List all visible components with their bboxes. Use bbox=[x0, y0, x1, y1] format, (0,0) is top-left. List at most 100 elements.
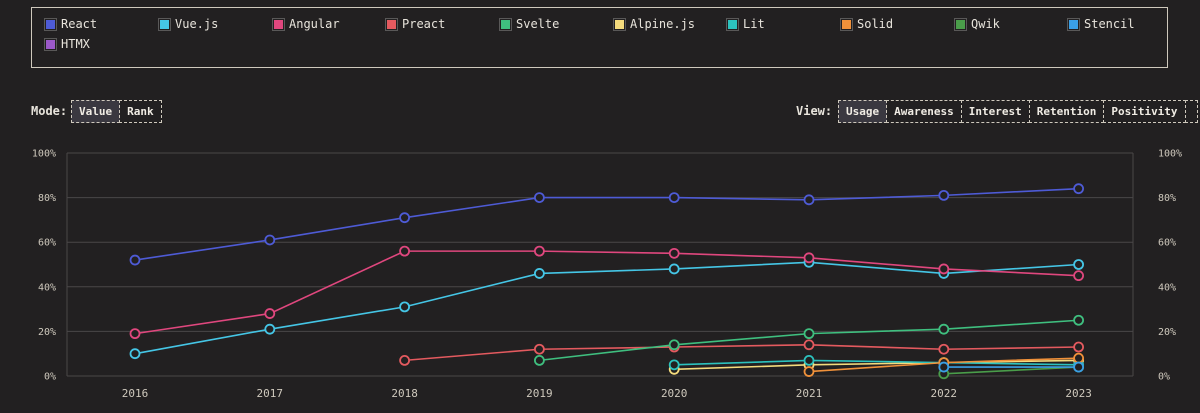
series-line-preact bbox=[404, 343, 1079, 362]
legend-swatch bbox=[385, 17, 398, 31]
data-point-preact bbox=[534, 343, 545, 355]
y-tick-label-left: 0% bbox=[44, 372, 56, 383]
data-point-svelte bbox=[803, 328, 815, 340]
data-point-angular bbox=[803, 252, 815, 264]
view-label: View: bbox=[796, 104, 833, 118]
x-tick-label: 2017 bbox=[257, 387, 284, 400]
view-toggle-group: Usage Awareness Interest Retention Posit… bbox=[838, 100, 1198, 123]
data-point-vue-js bbox=[129, 348, 141, 360]
data-point-vue-js bbox=[534, 268, 545, 279]
legend-label: HTMX bbox=[61, 37, 90, 51]
legend-label: Alpine.js bbox=[630, 17, 696, 31]
data-point-angular bbox=[1073, 270, 1084, 282]
data-point-stencil bbox=[938, 361, 950, 373]
data-point-angular bbox=[399, 245, 411, 257]
data-point-svelte bbox=[668, 339, 680, 351]
data-point-react bbox=[938, 189, 950, 201]
data-point-solid bbox=[803, 366, 815, 377]
legend-label: Qwik bbox=[971, 17, 1000, 31]
data-point-svelte bbox=[938, 323, 950, 335]
data-point-angular bbox=[534, 245, 545, 257]
data-point-react bbox=[129, 254, 141, 266]
legend-item-alpine-js[interactable]: Alpine.js bbox=[613, 16, 696, 32]
y-tick-label-left: 20% bbox=[38, 327, 56, 338]
data-point-vue-js bbox=[264, 323, 276, 335]
view-more-button[interactable] bbox=[1184, 100, 1198, 123]
data-point-vue-js bbox=[1073, 259, 1084, 270]
data-point-svelte bbox=[1073, 314, 1084, 326]
data-point-lit bbox=[803, 354, 815, 366]
y-tick-label-left: 60% bbox=[38, 238, 56, 249]
x-tick-label: 2018 bbox=[391, 387, 418, 400]
legend-item-lit[interactable]: Lit bbox=[726, 16, 765, 32]
mode-rank-button[interactable]: Rank bbox=[119, 100, 162, 123]
legend-item-qwik[interactable]: Qwik bbox=[954, 16, 1000, 32]
data-point-stencil bbox=[1073, 361, 1084, 373]
legend-item-vue-js[interactable]: Vue.js bbox=[158, 16, 218, 32]
legend-swatch bbox=[954, 17, 967, 31]
legend-swatch bbox=[499, 17, 512, 31]
y-tick-label-left: 40% bbox=[38, 282, 56, 293]
data-point-solid bbox=[1073, 352, 1084, 364]
legend-item-solid[interactable]: Solid bbox=[840, 16, 893, 32]
data-point-preact bbox=[1073, 341, 1084, 353]
series-line-angular bbox=[134, 250, 1079, 335]
data-point-angular bbox=[938, 263, 950, 275]
legend-label: Angular bbox=[289, 17, 340, 31]
data-point-preact bbox=[803, 339, 815, 351]
data-point-lit bbox=[668, 359, 680, 371]
y-tick-label-left: 80% bbox=[38, 193, 56, 204]
x-tick-label: 2016 bbox=[122, 387, 149, 400]
legend-label: Lit bbox=[743, 17, 765, 31]
legend-swatch bbox=[840, 17, 853, 31]
data-point-angular bbox=[264, 308, 276, 319]
data-point-react bbox=[803, 194, 815, 206]
legend-item-preact[interactable]: Preact bbox=[385, 16, 446, 32]
legend-item-stencil[interactable]: Stencil bbox=[1067, 16, 1135, 32]
legend-item-svelte[interactable]: Svelte bbox=[499, 16, 560, 32]
legend-swatch bbox=[726, 17, 739, 31]
data-point-vue-js bbox=[399, 301, 411, 313]
legend-item-angular[interactable]: Angular bbox=[272, 16, 340, 32]
y-tick-label-right: 80% bbox=[1158, 193, 1176, 204]
x-tick-label: 2021 bbox=[796, 387, 823, 400]
y-tick-label-right: 40% bbox=[1158, 282, 1176, 293]
y-tick-label-right: 60% bbox=[1158, 238, 1176, 249]
y-tick-label-right: 0% bbox=[1158, 372, 1170, 383]
legend-label: Svelte bbox=[516, 17, 560, 31]
legend-label: React bbox=[61, 17, 98, 31]
legend-label: Stencil bbox=[1084, 17, 1135, 31]
mode-label: Mode: bbox=[31, 104, 68, 118]
series-line-qwik bbox=[943, 366, 1079, 375]
data-point-preact bbox=[938, 343, 950, 355]
y-tick-label-left: 100% bbox=[32, 149, 56, 160]
y-tick-label-right: 20% bbox=[1158, 327, 1176, 338]
mode-toggle-group: Value Rank bbox=[71, 100, 162, 123]
view-usage-button[interactable]: Usage bbox=[838, 100, 888, 123]
data-point-svelte bbox=[534, 354, 545, 366]
data-point-react bbox=[534, 192, 545, 204]
mode-value-button[interactable]: Value bbox=[71, 100, 121, 123]
legend-swatch bbox=[158, 17, 171, 31]
data-point-angular bbox=[668, 247, 680, 259]
legend-swatch bbox=[44, 17, 57, 31]
x-tick-label: 2022 bbox=[931, 387, 958, 400]
data-point-react bbox=[264, 234, 276, 246]
series-line-vue-js bbox=[134, 261, 1079, 355]
x-tick-label: 2020 bbox=[661, 387, 688, 400]
series-line-alpine-js bbox=[674, 359, 1079, 371]
legend-swatch bbox=[613, 17, 626, 31]
legend-swatch bbox=[1067, 17, 1080, 31]
x-tick-label: 2023 bbox=[1065, 387, 1092, 400]
series-line-react bbox=[134, 187, 1079, 261]
legend-item-react[interactable]: React bbox=[44, 16, 98, 32]
x-tick-label: 2019 bbox=[526, 387, 553, 400]
data-point-react bbox=[1073, 183, 1084, 195]
legend-swatch bbox=[44, 37, 57, 51]
legend-swatch bbox=[272, 17, 285, 31]
legend-item-htmx[interactable]: HTMX bbox=[44, 36, 90, 52]
data-point-angular bbox=[129, 328, 141, 340]
legend-label: Preact bbox=[402, 17, 446, 31]
data-point-vue-js bbox=[668, 263, 680, 275]
